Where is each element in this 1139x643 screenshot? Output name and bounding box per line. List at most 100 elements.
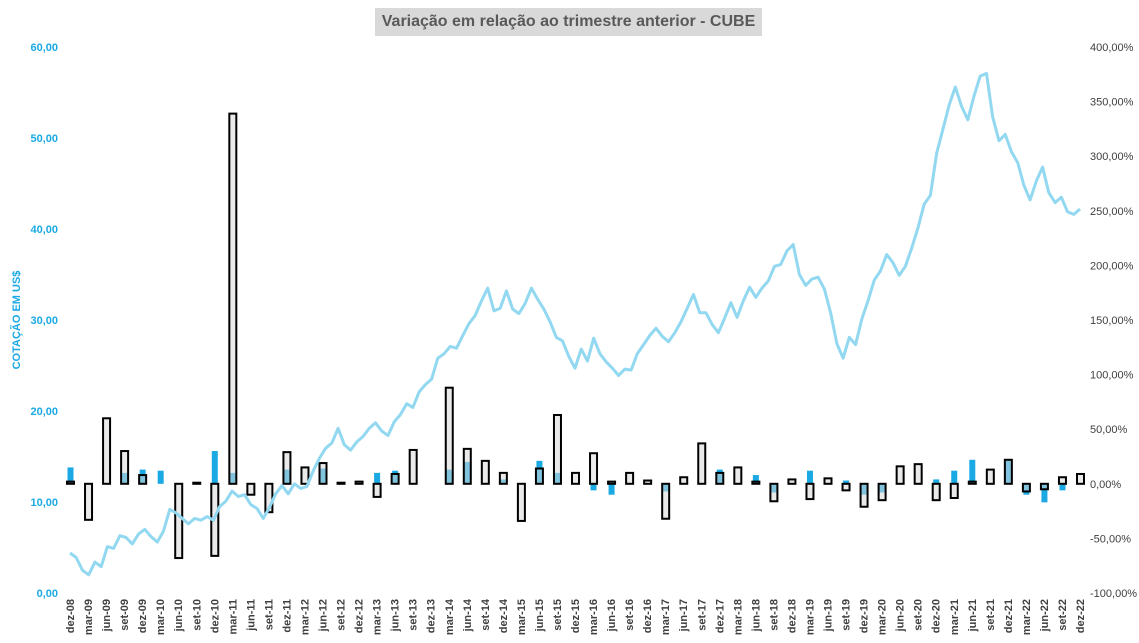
x-tick-label: jun-14 <box>462 598 474 632</box>
bar-blue <box>608 483 615 495</box>
bar-outline <box>931 482 941 502</box>
bar-outline <box>1021 482 1031 493</box>
x-tick-label: jun-22 <box>1039 599 1051 632</box>
bar-outline <box>859 482 869 508</box>
bar-outline <box>120 450 130 485</box>
x-tick-label: mar-18 <box>732 599 744 635</box>
x-tick-label: set-19 <box>841 599 853 631</box>
bar-outline <box>102 417 112 485</box>
bar-outline <box>733 466 743 485</box>
price-line <box>69 71 1081 577</box>
x-tick-label: set-14 <box>480 598 492 631</box>
y-right-tick-label: 100,00% <box>1090 370 1134 382</box>
x-tick-label: dez-14 <box>498 598 510 633</box>
y-left-tick-label: 50,00 <box>30 133 58 145</box>
bar-outline <box>354 480 364 485</box>
y-right-tick-label: 400,00% <box>1090 42 1134 54</box>
bar-blue <box>806 470 813 484</box>
bar-outline <box>336 481 346 485</box>
bar-blue <box>211 451 218 484</box>
x-tick-label: mar-22 <box>1021 599 1033 635</box>
x-tick-label: mar-12 <box>299 599 311 635</box>
x-tick-label: dez-15 <box>570 599 582 633</box>
x-tick-label: dez-20 <box>931 599 943 633</box>
bar-outline <box>282 451 292 485</box>
x-tick-label: dez-22 <box>1075 599 1087 633</box>
x-tick-label: jun-19 <box>823 599 835 632</box>
y-left-tick-label: 10,00 <box>30 497 58 509</box>
bar-outline <box>138 474 148 485</box>
y-left-tick-label: 40,00 <box>30 224 58 236</box>
bar-outline <box>967 480 977 485</box>
x-tick-label: set-18 <box>768 599 780 631</box>
bar-outline <box>462 447 472 485</box>
y-right-tick-label: 50,00% <box>1090 424 1128 436</box>
x-tick-label: jun-13 <box>390 599 402 632</box>
x-tick-label: mar-16 <box>588 599 600 635</box>
bar-blue <box>951 470 958 484</box>
bar-outline <box>228 112 238 485</box>
x-tick-label: dez-19 <box>859 599 871 633</box>
x-tick-label: dez-16 <box>642 599 654 633</box>
x-tick-label: set-21 <box>985 599 997 631</box>
x-tick-label: mar-20 <box>877 599 889 635</box>
x-tick-label: set-22 <box>1057 599 1069 631</box>
x-tick-label: jun-15 <box>534 599 546 632</box>
x-tick-label: set-17 <box>696 599 708 631</box>
y-right-tick-label: -50,00% <box>1090 533 1131 545</box>
bar-blue <box>590 483 597 491</box>
x-tick-label: jun-11 <box>245 599 257 632</box>
bar-outline <box>715 471 725 485</box>
x-tick-label: mar-19 <box>804 599 816 635</box>
bar-outline <box>787 478 797 485</box>
bar-outline <box>625 471 635 485</box>
y-right-tick-label: 0,00% <box>1090 479 1121 491</box>
x-tick-label: mar-21 <box>949 599 961 635</box>
bar-outline <box>697 442 707 485</box>
x-tick-label: jun-09 <box>101 599 113 632</box>
y-right-tick-label: 200,00% <box>1090 260 1134 272</box>
bar-outline <box>498 471 508 485</box>
x-tick-label: dez-18 <box>786 599 798 633</box>
x-tick-label: set-09 <box>119 599 131 631</box>
y-left-tick-label: 60,00 <box>30 42 58 54</box>
x-tick-label: jun-20 <box>895 599 907 632</box>
y-left-tick-label: 20,00 <box>30 406 58 418</box>
x-tick-label: mar-09 <box>83 599 95 635</box>
y-axis-label: COTAÇÃO EM US$ <box>10 271 23 370</box>
bar-outline <box>913 463 923 485</box>
bar-outline <box>607 480 617 485</box>
x-tick-label: mar-14 <box>444 598 456 635</box>
chart-title: Variação em relação ao trimestre anterio… <box>375 8 762 36</box>
bar-blue <box>1059 483 1066 491</box>
bar-outline <box>1003 458 1013 485</box>
bar-outline <box>877 482 887 502</box>
bar-blue <box>374 472 381 484</box>
x-tick-label: mar-17 <box>660 599 672 635</box>
x-tick-label: dez-09 <box>137 599 149 633</box>
x-tick-label: jun-16 <box>606 599 618 632</box>
bar-blue <box>843 480 850 484</box>
bar-outline <box>643 479 653 485</box>
x-tick-label: set-20 <box>913 599 925 631</box>
bar-outline <box>571 471 580 485</box>
bar-outline <box>1039 482 1049 491</box>
bar-outline <box>408 448 418 485</box>
bar-outline <box>84 482 94 521</box>
x-tick-label: set-16 <box>624 599 636 631</box>
bar-blue <box>969 459 976 484</box>
bar-outline <box>895 465 905 485</box>
bar-outline <box>390 472 400 485</box>
x-tick-label: jun-10 <box>173 599 185 632</box>
x-tick-label: dez-13 <box>426 599 438 633</box>
x-tick-label: set-13 <box>408 599 420 631</box>
x-tick-label: set-15 <box>552 599 564 631</box>
x-tick-label: dez-08 <box>65 599 77 633</box>
bar-outline <box>841 482 851 492</box>
bar-blue <box>67 467 74 484</box>
bar-outline <box>661 482 671 520</box>
bar-outline <box>66 480 75 485</box>
bar-outline <box>985 468 995 485</box>
x-tick-label: dez-10 <box>209 599 221 633</box>
